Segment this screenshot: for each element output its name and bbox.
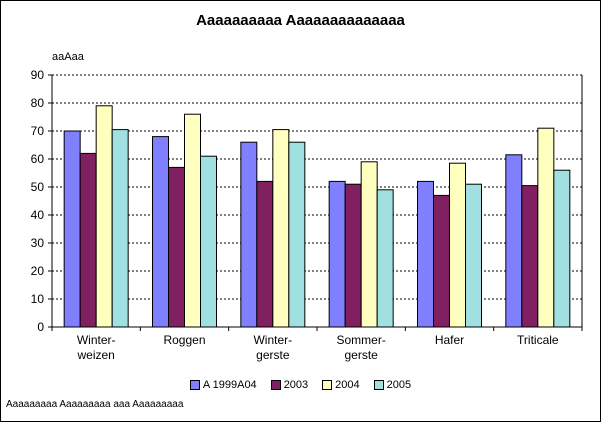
- y-axis-unit-label: aaAaa: [52, 51, 84, 63]
- x-category-label-0: weizen: [76, 348, 114, 362]
- bar-4-1: [433, 194, 450, 328]
- bar-2-1: [256, 180, 274, 328]
- y-tick-label-50: 50: [31, 180, 45, 194]
- y-tick-label-90: 90: [31, 68, 45, 82]
- bar-5-2: [537, 127, 555, 328]
- bar-3-1: [344, 183, 362, 328]
- x-category-label-2: Winter-: [253, 333, 292, 347]
- bar-1-0: [152, 136, 169, 328]
- y-tick-label-30: 30: [31, 236, 45, 250]
- bar-4-2: [449, 162, 466, 328]
- y-tick-label-80: 80: [31, 96, 45, 110]
- legend-item-1: 2003: [270, 379, 309, 391]
- legend-label-3: 2005: [386, 379, 412, 391]
- bar-0-1: [79, 152, 97, 328]
- y-tick-label-40: 40: [31, 208, 45, 222]
- x-category-label-1: Roggen: [163, 333, 205, 347]
- bar-1-1: [168, 166, 185, 328]
- x-category-label-2: gerste: [256, 348, 290, 362]
- legend-label-2: 2004: [335, 379, 360, 391]
- chart-legend: A 1999A04 2003 2004 2005: [0, 379, 601, 391]
- source-footnote: Aaaaaaaaa Aaaaaaaaa aaa Aaaaaaaaa: [6, 399, 184, 410]
- legend-item-0: A 1999A04: [189, 379, 257, 391]
- bar-5-0: [505, 154, 523, 328]
- bar-2-3: [288, 141, 306, 328]
- bar-3-0: [328, 180, 346, 328]
- bar-4-0: [417, 180, 434, 328]
- legend-label-1: 2003: [283, 379, 309, 391]
- legend-swatch-2: [322, 380, 333, 390]
- bar-5-1: [521, 185, 539, 328]
- legend-item-3: 2005: [373, 379, 412, 391]
- x-category-label-3: Sommer-: [336, 333, 385, 347]
- bar-2-2: [272, 129, 290, 328]
- plot-area: [52, 75, 582, 327]
- x-category-label-3: gerste: [344, 348, 378, 362]
- legend-swatch-3: [373, 380, 384, 390]
- bar-1-2: [184, 113, 201, 328]
- legend-item-2: 2004: [322, 379, 360, 391]
- y-tick-label-20: 20: [31, 264, 45, 278]
- x-category-label-4: Hafer: [435, 333, 464, 347]
- bar-3-3: [376, 189, 394, 328]
- y-tick-label-10: 10: [31, 292, 45, 306]
- bar-4-3: [465, 183, 482, 328]
- legend-label-0: A 1999A04: [202, 379, 257, 391]
- y-tick-label-0: 0: [37, 320, 44, 334]
- bar-3-2: [360, 161, 378, 328]
- y-tick-label-70: 70: [31, 124, 45, 138]
- legend-swatch-1: [270, 380, 281, 390]
- bar-1-3: [200, 155, 217, 328]
- bar-5-3: [553, 169, 571, 328]
- y-tick-label-60: 60: [31, 152, 45, 166]
- x-category-label-5: Triticale: [517, 333, 559, 347]
- bar-2-0: [240, 141, 258, 328]
- legend-swatch-0: [189, 380, 200, 390]
- x-category-label-0: Winter-: [77, 333, 116, 347]
- chart-title: Aaaaaaaaaa Aaaaaaaaaaaaaa: [196, 12, 405, 29]
- bar-0-0: [63, 130, 81, 328]
- bar-0-3: [111, 129, 129, 328]
- bar-0-2: [95, 105, 113, 328]
